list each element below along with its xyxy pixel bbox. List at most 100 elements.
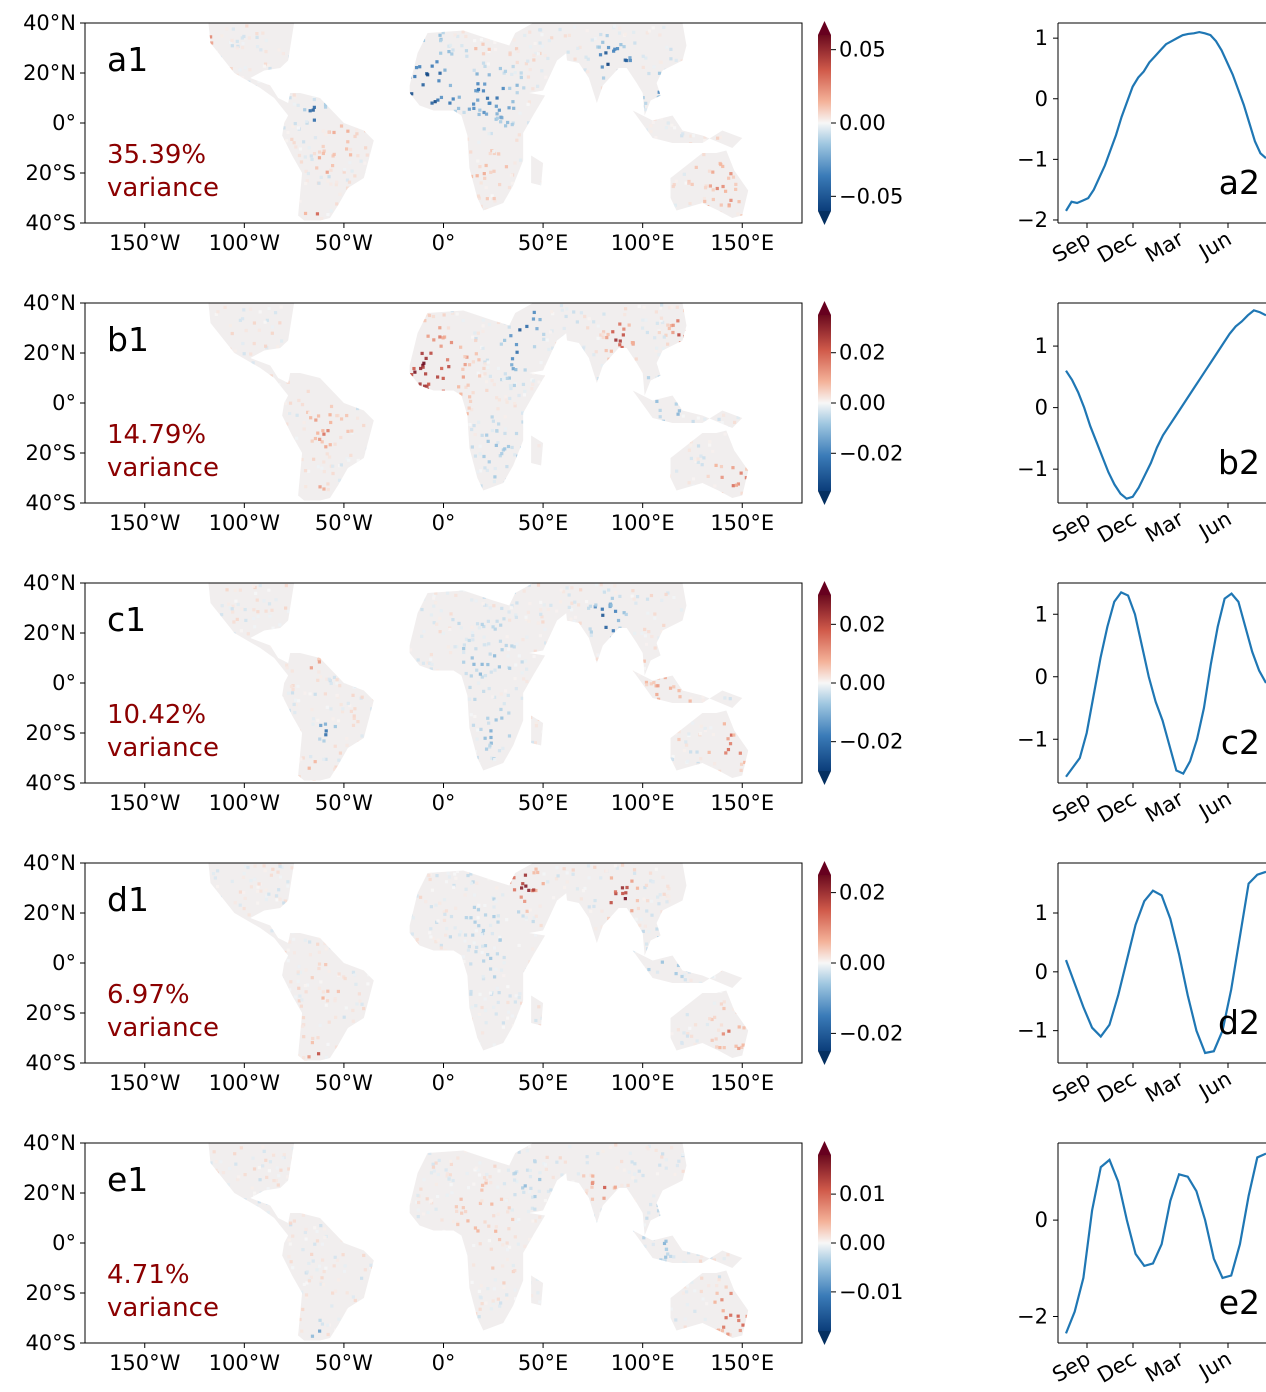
map-cell — [391, 724, 395, 728]
map-cell — [356, 58, 360, 62]
map-cell — [106, 650, 109, 653]
map-cell — [688, 39, 692, 43]
map-cell — [569, 741, 573, 745]
map-cell — [279, 634, 283, 638]
map-cell — [597, 670, 601, 674]
map-cell — [566, 367, 571, 371]
map-cell — [356, 601, 361, 606]
map-cell — [201, 415, 204, 418]
map-cell — [468, 422, 472, 427]
map-cell — [429, 652, 434, 657]
map-cell — [157, 593, 160, 596]
map-cell — [324, 445, 328, 449]
map-cell — [214, 312, 218, 317]
map-cell — [611, 702, 615, 706]
map-cell — [426, 143, 431, 147]
map-cell — [150, 384, 153, 387]
map-cell — [759, 440, 762, 443]
map-cell — [556, 702, 560, 707]
map-cell — [552, 208, 557, 212]
map-cell — [114, 401, 117, 404]
map-cell — [703, 673, 707, 677]
map-cell — [569, 617, 573, 621]
map-cell — [327, 341, 331, 346]
map-cell — [748, 83, 749, 87]
map-cell — [490, 304, 494, 308]
map-cell — [150, 383, 153, 386]
map-cell — [696, 382, 701, 386]
map-cell — [344, 65, 348, 69]
map-cell — [365, 198, 369, 202]
map-cell — [104, 84, 107, 87]
map-cell — [645, 214, 650, 218]
map-cell — [410, 681, 414, 685]
map-cell — [348, 161, 352, 165]
map-cell — [500, 716, 504, 720]
map-cell — [436, 98, 440, 102]
map-cell — [157, 770, 160, 773]
map-cell — [165, 607, 168, 610]
map-cell — [101, 741, 104, 744]
map-cell — [708, 215, 712, 219]
map-cell — [226, 120, 230, 124]
map-cell — [245, 471, 249, 475]
map-cell — [682, 172, 686, 176]
map-cell — [389, 459, 393, 463]
map-cell — [696, 668, 700, 673]
x-tick-label: 100°E — [611, 231, 675, 255]
map-cell — [785, 34, 788, 37]
map-cell — [454, 593, 458, 597]
map-cell — [795, 772, 798, 775]
map-cell — [500, 116, 504, 120]
map-cell — [644, 642, 649, 646]
map-cell — [395, 476, 399, 481]
map-cell — [678, 425, 682, 429]
map-cell — [363, 200, 367, 205]
map-cell — [550, 756, 554, 760]
map-cell — [456, 766, 460, 770]
map-cell — [504, 397, 508, 401]
map-cell — [264, 724, 268, 728]
map-cell — [738, 751, 742, 755]
map-cell — [304, 181, 308, 186]
map-cell — [439, 95, 444, 100]
map-cell — [167, 361, 170, 364]
map-cell — [697, 671, 702, 675]
map-cell — [349, 651, 353, 655]
map-cell — [628, 398, 632, 403]
map-cell — [731, 371, 735, 375]
map-cell — [418, 895, 423, 899]
map-cell — [567, 593, 571, 597]
map-cell — [300, 607, 305, 612]
map-cell — [476, 371, 480, 375]
map-cell — [597, 726, 601, 730]
map-cell — [483, 82, 487, 86]
map-cell — [312, 457, 316, 461]
map-cell — [627, 323, 631, 327]
map-cell — [524, 62, 528, 66]
map-cell — [795, 714, 798, 717]
map-cell — [145, 585, 148, 588]
map-cell — [388, 392, 392, 396]
map-cell — [720, 219, 725, 221]
map-cell — [234, 400, 239, 404]
map-cell — [643, 108, 648, 112]
map-cell — [403, 633, 407, 637]
map-cell — [233, 386, 237, 390]
map-cell — [457, 439, 462, 443]
map-cell — [339, 658, 343, 662]
map-cell — [337, 478, 342, 482]
map-cell — [778, 739, 781, 742]
map-cell — [703, 615, 707, 619]
map-cell — [365, 153, 369, 157]
map-cell — [791, 196, 794, 199]
map-cell — [363, 775, 367, 779]
map-cell — [176, 778, 179, 781]
map-cell — [637, 756, 641, 761]
map-cell — [333, 724, 337, 729]
map-cell — [345, 58, 349, 62]
map-cell — [242, 658, 247, 662]
map-cell — [178, 670, 181, 673]
map-cell — [363, 603, 368, 607]
map-cell — [472, 68, 476, 72]
